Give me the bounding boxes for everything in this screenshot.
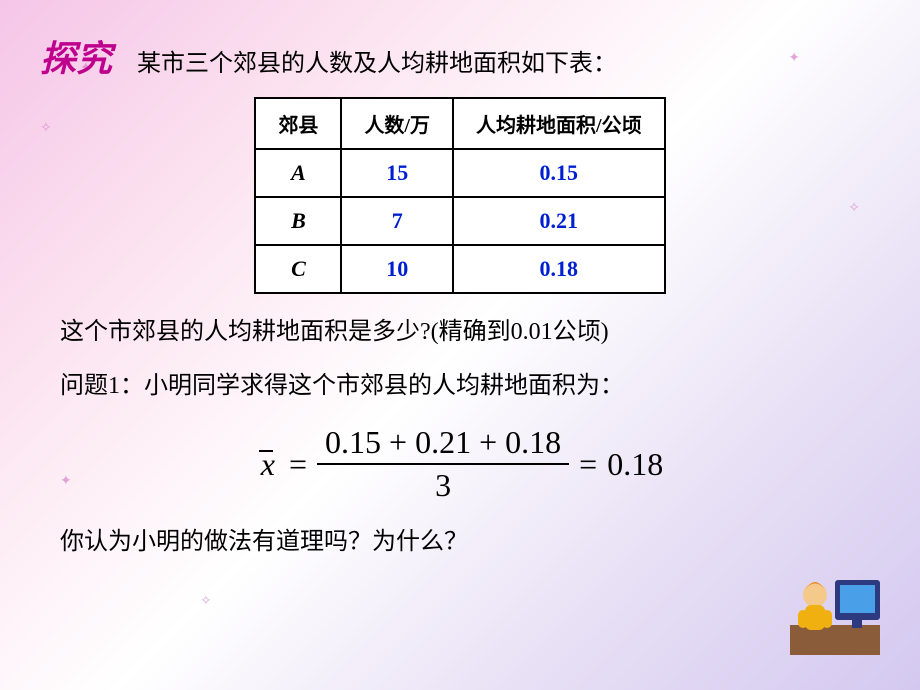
table-row: B 7 0.21	[255, 197, 664, 245]
main-question: 这个市郊县的人均耕地面积是多少?(精确到0.01公顷)	[60, 314, 860, 350]
cell-pop: 7	[341, 197, 453, 245]
col-population: 人数/万	[341, 98, 453, 149]
cell-label: A	[255, 149, 341, 197]
formula-eq: =	[579, 446, 597, 483]
formula-eq: =	[289, 446, 307, 483]
cell-area: 0.21	[453, 197, 665, 245]
intro-text: 某市三个郊县的人数及人均耕地面积如下表：	[137, 43, 617, 78]
cell-label: C	[255, 245, 341, 293]
formula: x = 0.15 + 0.21 + 0.18 3 = 0.18	[257, 424, 663, 504]
formula-numerator: 0.15 + 0.21 + 0.18	[317, 424, 569, 465]
table-row: A 15 0.15	[255, 149, 664, 197]
col-county: 郊县	[255, 98, 341, 149]
table-header-row: 郊县 人数/万 人均耕地面积/公顷	[255, 98, 664, 149]
formula-denominator: 3	[435, 465, 451, 504]
col-area: 人均耕地面积/公顷	[453, 98, 665, 149]
explore-label: 探究	[40, 30, 112, 82]
cell-label: B	[255, 197, 341, 245]
cell-area: 0.18	[453, 245, 665, 293]
header-row: 探究 某市三个郊县的人数及人均耕地面积如下表：	[40, 30, 880, 82]
formula-wrap: x = 0.15 + 0.21 + 0.18 3 = 0.18	[40, 424, 880, 504]
question-1: 问题1：小明同学求得这个市郊县的人均耕地面积为：	[60, 368, 860, 404]
data-table: 郊县 人数/万 人均耕地面积/公顷 A 15 0.15 B 7 0.21 C 1…	[254, 97, 665, 294]
formula-fraction: 0.15 + 0.21 + 0.18 3	[317, 424, 569, 504]
table-row: C 10 0.18	[255, 245, 664, 293]
cell-area: 0.15	[453, 149, 665, 197]
cell-pop: 15	[341, 149, 453, 197]
formula-xbar: x	[257, 446, 279, 483]
computer-clipart-icon	[780, 560, 890, 660]
data-table-wrap: 郊县 人数/万 人均耕地面积/公顷 A 15 0.15 B 7 0.21 C 1…	[40, 97, 880, 294]
follow-up-question: 你认为小明的做法有道理吗？为什么？	[60, 524, 860, 560]
cell-pop: 10	[341, 245, 453, 293]
formula-result: 0.18	[607, 446, 663, 483]
